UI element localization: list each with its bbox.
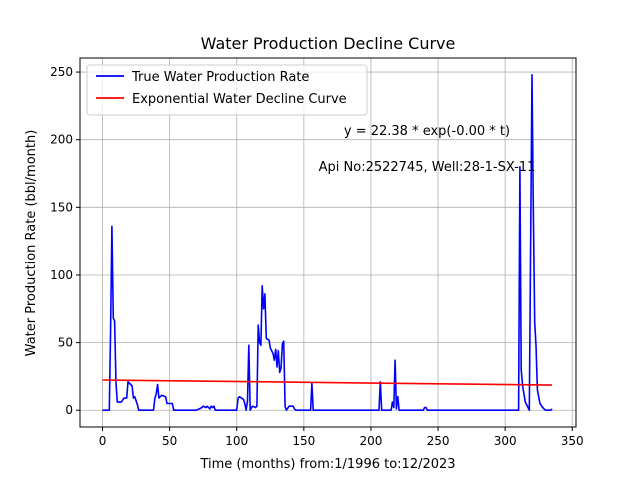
legend-frame [86,64,368,116]
x-tick-label: 350 [561,434,584,448]
series-layer [102,74,553,412]
true-water-production-line [102,74,553,412]
y-tick-label: 100 [50,268,73,282]
x-tick-label: 200 [359,434,382,448]
well-annotation: Api No:2522745, Well:28-1-SX-11 [319,160,536,175]
x-axis-label: Time (months) from:1/1996 to:12/2023 [199,457,455,472]
x-tick-label: 50 [162,434,177,448]
equation-annotation: y = 22.38 * exp(-0.00 * t) [344,124,510,139]
x-axis-ticks: 0 50 100 150 200 250 300 350 [99,427,584,448]
y-axis-label: Water Production Rate (bbl/month) [24,130,39,357]
y-tick-label: 150 [50,200,73,214]
x-tick-label: 300 [494,434,517,448]
axes-frame [79,57,577,428]
y-axis-ticks: 0 50 100 150 200 250 [50,65,80,417]
y-tick-label: 50 [58,336,73,350]
legend-label-decline-curve: Exponential Water Decline Curve [132,92,347,107]
x-tick-label: 250 [427,434,450,448]
legend-label-true-rate: True Water Production Rate [131,70,309,85]
legend: True Water Production Rate Exponential W… [86,64,368,116]
y-tick-label: 200 [50,133,73,147]
chart-title: Water Production Decline Curve [201,34,456,53]
exponential-decline-line [102,379,553,386]
x-tick-label: 0 [99,434,107,448]
x-tick-label: 150 [292,434,315,448]
y-tick-label: 0 [65,403,73,417]
y-tick-label: 250 [50,65,73,79]
x-tick-label: 100 [225,434,248,448]
